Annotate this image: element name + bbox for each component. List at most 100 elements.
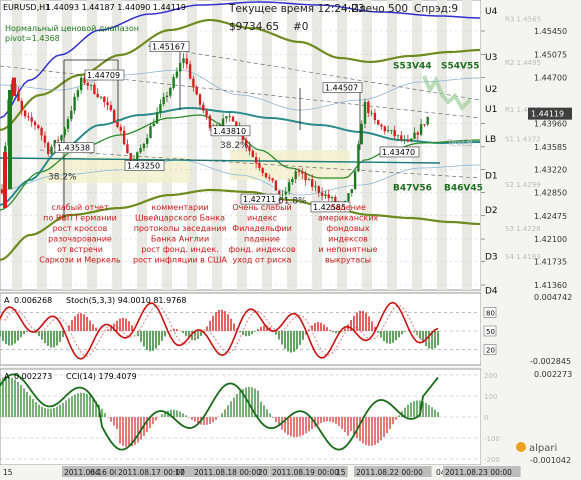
price-mark: 1.43250 bbox=[127, 162, 160, 171]
axis-price: 1.45075 bbox=[534, 50, 567, 59]
time-stripe bbox=[312, 0, 322, 290]
candle-body bbox=[353, 171, 357, 190]
candle-body bbox=[386, 130, 390, 132]
candle-body bbox=[373, 112, 377, 121]
time-label: 20 bbox=[258, 468, 268, 477]
moving-average-teal bbox=[0, 107, 480, 206]
candle-body bbox=[360, 123, 363, 145]
price-mark: 1.42711 bbox=[243, 195, 276, 204]
cci-title: CCI(14) 179.4079 bbox=[66, 372, 137, 381]
annotation-line: Банка Англии bbox=[151, 235, 209, 244]
level-tag: U4 bbox=[485, 7, 498, 17]
candle-body bbox=[99, 96, 103, 98]
candle-body bbox=[231, 116, 235, 122]
axis-price: 1.43220 bbox=[534, 165, 567, 174]
candle-body bbox=[370, 112, 373, 114]
time-label-box bbox=[443, 466, 521, 477]
level-tag: U2 bbox=[485, 85, 497, 95]
stoch-signal-line bbox=[0, 304, 439, 357]
price-mark: 1.44507 bbox=[325, 84, 358, 93]
axis-price: 1.41735 bbox=[534, 258, 567, 267]
fib-label: 61.8% bbox=[278, 196, 307, 206]
candles-layer bbox=[0, 52, 429, 208]
texlb-label: TexLB bbox=[446, 139, 473, 149]
price-mark: 1.43538 bbox=[57, 144, 90, 153]
time-label: 04 bbox=[90, 468, 100, 477]
candle-body bbox=[419, 124, 423, 135]
time-stripe bbox=[412, 0, 422, 290]
annotation-line: от встречи bbox=[57, 245, 103, 254]
candle-body bbox=[350, 189, 353, 193]
candle-body bbox=[37, 125, 40, 129]
candle-body bbox=[30, 117, 33, 122]
current-price: 1.44119 bbox=[531, 110, 564, 119]
candle-body bbox=[33, 121, 37, 126]
candle-body bbox=[139, 148, 142, 153]
candle-body bbox=[8, 89, 12, 190]
cci-layer bbox=[0, 373, 480, 460]
candle-body bbox=[142, 143, 146, 149]
candle-body bbox=[70, 110, 73, 120]
stoch-layer bbox=[0, 301, 480, 360]
candle-body bbox=[413, 132, 416, 139]
cci-label-value: 0.002273 bbox=[14, 372, 52, 381]
main-labels-layer: 1.45167 1.44709 1.44507 1.43810 1.43538 1.432… bbox=[39, 41, 483, 265]
price-mark: 1.42585 bbox=[313, 203, 346, 212]
annotation-line: падение bbox=[330, 203, 366, 212]
candle-body bbox=[324, 194, 327, 196]
candle-body bbox=[274, 180, 278, 191]
candle-body bbox=[258, 162, 261, 169]
price-scale[interactable] bbox=[481, 0, 581, 466]
candle-body bbox=[122, 130, 126, 145]
candle-body bbox=[83, 77, 86, 84]
channel-label: Нормальный ценовой диапазон bbox=[5, 24, 139, 33]
candle-body bbox=[284, 191, 287, 195]
stoch-panel bbox=[0, 292, 482, 366]
annotation-line: выкрутасы bbox=[325, 256, 371, 265]
candle-body bbox=[86, 83, 89, 86]
candle-body bbox=[403, 139, 406, 141]
price-mark: 1.43810 bbox=[213, 127, 246, 136]
candle-body bbox=[195, 87, 198, 95]
candle-body bbox=[185, 58, 188, 65]
time-label-box bbox=[354, 466, 432, 477]
stoch-label-value: 0.006268 bbox=[14, 296, 52, 305]
spread: Спрэд:9 bbox=[414, 3, 458, 15]
stoch-level-box bbox=[483, 325, 497, 337]
candle-body bbox=[367, 101, 370, 113]
candle-body bbox=[73, 96, 76, 111]
candle-body bbox=[76, 90, 80, 97]
candle-body bbox=[155, 112, 159, 124]
price-mark-box bbox=[310, 201, 351, 213]
candle-body bbox=[198, 94, 202, 105]
candle-body bbox=[172, 77, 175, 88]
pivot-level-label: R1 1.4419 bbox=[505, 106, 541, 114]
price-mark-box bbox=[84, 69, 125, 81]
axis-price: 1.44700 bbox=[534, 74, 567, 83]
candle-body bbox=[261, 168, 264, 173]
candle-body bbox=[221, 118, 225, 127]
current-price-box bbox=[528, 107, 572, 120]
price-mark-box bbox=[322, 82, 363, 93]
cci-axis-bottom: -0.001042 bbox=[530, 456, 571, 465]
level-tag: D1 bbox=[485, 172, 498, 182]
candle-body bbox=[188, 64, 192, 79]
candle-body bbox=[129, 153, 132, 162]
equity: $9734.65 bbox=[229, 21, 279, 33]
annotation-line: разочарование bbox=[48, 235, 112, 244]
candle-body bbox=[383, 126, 386, 132]
thin-band bbox=[0, 159, 480, 196]
time-stripe bbox=[262, 0, 272, 290]
zone-band bbox=[230, 150, 350, 180]
cci-level-tag: -200 bbox=[484, 456, 500, 464]
annotation-line: падение bbox=[244, 235, 280, 244]
fib-label: 38.2% bbox=[48, 172, 77, 182]
time-stripe bbox=[437, 0, 447, 290]
level-tag: D2 bbox=[485, 206, 498, 216]
candle-body bbox=[116, 121, 119, 128]
time-stripe bbox=[37, 0, 47, 290]
candle-body bbox=[268, 177, 271, 179]
annotation-line: Очень слабый bbox=[232, 203, 291, 212]
cci-level-tag: 200 bbox=[484, 372, 497, 380]
